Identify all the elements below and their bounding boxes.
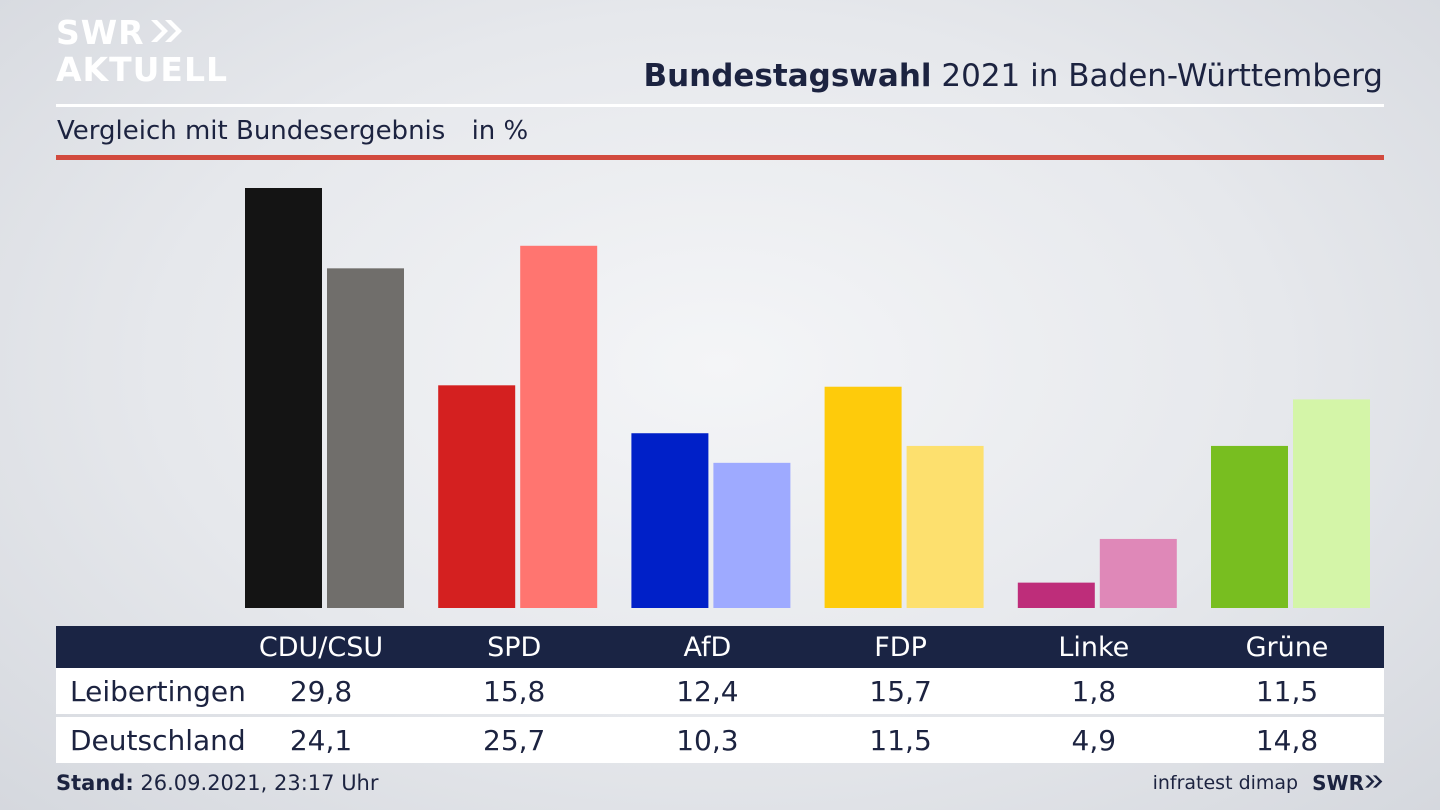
logo-line-2: AKTUELL bbox=[56, 50, 229, 89]
bar-afd-leibertingen bbox=[631, 433, 709, 608]
bar-afd-deutschland bbox=[713, 462, 791, 608]
column-header: Grüne bbox=[1245, 631, 1329, 663]
bar-linke-deutschland bbox=[1099, 538, 1177, 608]
table-header: CDU/CSU SPD AfD FDP Linke Grüne bbox=[56, 626, 1384, 668]
table-cell: 4,9 bbox=[1071, 723, 1117, 757]
bar-cdu-csu-deutschland bbox=[327, 268, 404, 608]
table-row-deutschland: Deutschland 24,1 25,7 10,3 11,5 4,9 14,8 bbox=[56, 717, 1384, 763]
table-cell: 15,8 bbox=[483, 674, 546, 708]
table-cell: 11,5 bbox=[869, 723, 932, 757]
title-rest: 2021 in Baden-Württemberg bbox=[941, 58, 1383, 94]
timestamp: Stand: 26.09.2021, 23:17 Uhr bbox=[56, 771, 379, 795]
bar-spd-leibertingen bbox=[438, 385, 516, 608]
subtitle-text: Vergleich mit Bundesergebnis bbox=[57, 116, 446, 146]
unit-label: in % bbox=[471, 116, 529, 146]
source-text: infratest dimap bbox=[1152, 772, 1299, 794]
column-header: Linke bbox=[1058, 631, 1130, 663]
footer-brand: SWR bbox=[1312, 771, 1364, 795]
column-header: CDU/CSU bbox=[258, 631, 384, 663]
bar-gr-ne-leibertingen bbox=[1211, 445, 1288, 608]
table-cell: 25,7 bbox=[483, 723, 546, 757]
double-chevron-icon bbox=[1364, 772, 1384, 794]
column-header: SPD bbox=[487, 631, 542, 663]
page-title: Bundestagswahl 2021 in Baden-Württemberg bbox=[643, 58, 1383, 94]
double-chevron-icon bbox=[149, 16, 185, 49]
table-cell: 12,4 bbox=[676, 674, 739, 708]
header-divider bbox=[56, 104, 1384, 107]
stand-value: 26.09.2021, 23:17 Uhr bbox=[140, 771, 379, 795]
table-cell: 11,5 bbox=[1255, 674, 1319, 708]
stand-label: Stand: bbox=[56, 771, 134, 795]
chart-subtitle: Vergleich mit Bundesergebnis in % bbox=[57, 116, 528, 146]
table-cell: 10,3 bbox=[676, 723, 739, 757]
column-header: AfD bbox=[683, 631, 732, 663]
row-label: Deutschland bbox=[70, 723, 246, 757]
bar-linke-leibertingen bbox=[1017, 582, 1095, 608]
bar-fdp-deutschland bbox=[906, 445, 984, 608]
table-cell: 29,8 bbox=[289, 674, 353, 708]
logo-line-1: SWR bbox=[56, 13, 145, 52]
bar-cdu-csu-leibertingen bbox=[245, 188, 322, 608]
table-cell: 1,8 bbox=[1071, 674, 1117, 708]
table-cell: 15,7 bbox=[869, 674, 932, 708]
bar-fdp-leibertingen bbox=[824, 386, 902, 608]
bar-gr-ne-deutschland bbox=[1293, 399, 1370, 608]
table-cell: 14,8 bbox=[1255, 723, 1319, 757]
row-label: Leibertingen bbox=[70, 674, 246, 708]
source-credit: infratest dimap SWR bbox=[1153, 771, 1384, 795]
table-cell: 24,1 bbox=[289, 723, 353, 757]
accent-divider bbox=[56, 155, 1384, 160]
column-header: FDP bbox=[874, 631, 927, 663]
title-bold: Bundestagswahl bbox=[643, 58, 932, 94]
swr-aktuell-logo: SWR AKTUELL bbox=[56, 16, 228, 86]
bar-chart bbox=[245, 188, 1370, 609]
table-row-leibertingen: Leibertingen 29,8 15,8 12,4 15,7 1,8 11,5 bbox=[56, 668, 1384, 714]
bar-spd-deutschland bbox=[520, 245, 598, 609]
